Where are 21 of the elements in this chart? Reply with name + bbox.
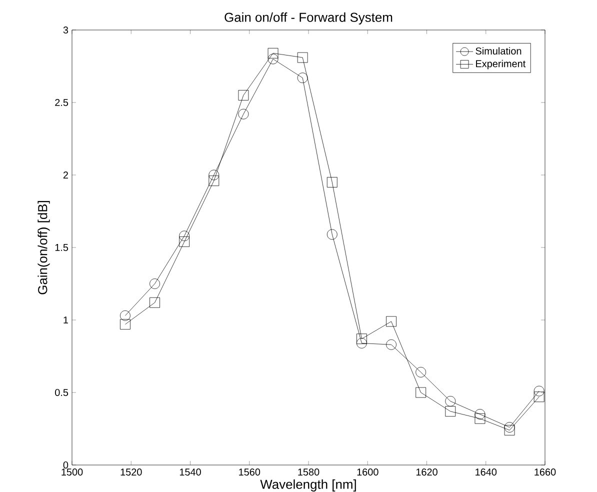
x-tick-label: 1640 [476, 468, 497, 476]
x-tick-label: 1600 [357, 468, 378, 476]
y-tick-label: 2 [63, 172, 68, 178]
y-tick-label: 0.5 [55, 388, 68, 396]
x-tick-label: 1660 [534, 468, 556, 476]
x-tick-label: 1500 [62, 468, 83, 476]
legend-label: Experiment [476, 60, 526, 70]
y-tick-label: 2.5 [55, 98, 68, 106]
chart-title: Gain on/off - Forward System [224, 12, 392, 24]
y-tick-label: 0 [63, 461, 68, 469]
x-tick-label: 1620 [416, 468, 438, 476]
y-tick-label: 1 [64, 316, 68, 324]
x-axis-title: Wavelength [nm] [260, 479, 356, 492]
x-tick-label: 1540 [180, 468, 201, 476]
y-axis-title: Gain(on/off) [dB] [38, 201, 50, 294]
y-tick-label: 3 [63, 26, 68, 34]
x-tick-label: 1560 [239, 468, 260, 476]
x-tick-label: 1520 [120, 468, 142, 476]
x-tick-label: 1580 [298, 468, 320, 476]
legend-label: Simulation [476, 47, 522, 55]
y-tick-label: 1.5 [55, 244, 68, 251]
